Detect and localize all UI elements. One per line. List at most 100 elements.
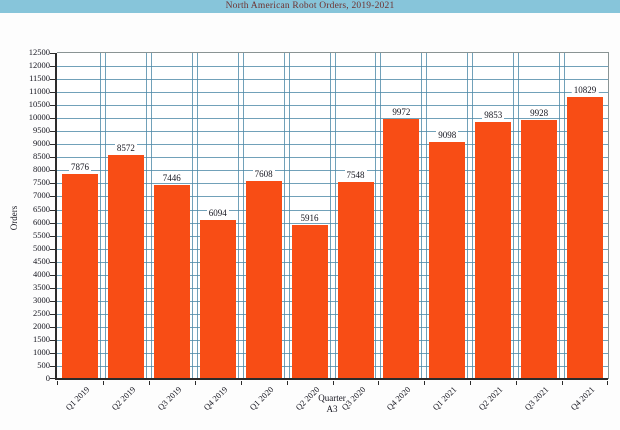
y-gridline (57, 157, 608, 159)
y-gridline (57, 66, 608, 67)
bar (199, 220, 236, 379)
y-tick-label: 11000 (29, 86, 50, 97)
y-tick-label: 8500 (33, 151, 50, 162)
x-gridline (99, 53, 101, 379)
x-gridline (242, 53, 244, 379)
bar (567, 96, 603, 379)
y-tick (50, 248, 55, 250)
y-tick-label: 0 (45, 373, 50, 383)
x-gridline (196, 53, 198, 379)
y-gridline (57, 313, 608, 315)
bar-value-label: 7876 (69, 161, 91, 172)
y-tick (50, 170, 55, 172)
x-tick (607, 381, 608, 385)
bar (62, 173, 98, 379)
y-tick (50, 287, 55, 289)
x-tick (332, 381, 334, 385)
y-gridline (57, 105, 608, 107)
x-axis-title: Quarter (318, 393, 346, 403)
y-gridline (57, 196, 608, 198)
bar (291, 224, 328, 379)
y-tick (50, 352, 55, 354)
y-tick (50, 378, 55, 379)
x-tick-label: Q3 2019 (155, 384, 184, 413)
x-gridline (472, 53, 474, 379)
y-tick (50, 118, 55, 120)
bar-value-label: 5916 (298, 212, 321, 223)
y-tick-label: 4500 (33, 255, 50, 266)
y-gridline (57, 144, 608, 146)
y-tick (50, 79, 55, 81)
x-tick-label: Q4 2021 (568, 384, 597, 413)
chart-title-bar: North American Robot Orders, 2019-2021 (0, 0, 620, 13)
y-tick (50, 92, 55, 94)
x-gridline (564, 53, 566, 379)
bar (153, 184, 190, 379)
x-gridline (421, 53, 423, 379)
x-tick (148, 381, 150, 385)
x-tick-label: Q1 2019 (63, 384, 92, 413)
y-gridline (57, 92, 608, 94)
y-tick (50, 196, 55, 198)
y-tick (50, 366, 55, 367)
x-tick (562, 381, 564, 385)
x-gridline (191, 53, 193, 379)
y-tick (50, 131, 55, 133)
y-tick (50, 66, 55, 67)
y-gridline (57, 300, 608, 302)
y-gridline (57, 326, 608, 328)
x-gridline (283, 53, 285, 379)
x-axis-subtitle: A3 (326, 404, 338, 414)
bar (245, 180, 282, 379)
x-tick-label: Q4 2019 (201, 384, 230, 413)
x-tick-label: Q1 2021 (430, 384, 459, 413)
y-axis-line (55, 53, 57, 379)
y-gridline (57, 352, 608, 354)
x-tick (102, 381, 104, 385)
y-tick (50, 300, 55, 302)
bar-value-label: 7548 (344, 170, 367, 181)
y-gridline (57, 248, 608, 250)
bar-value-label: 7608 (252, 168, 275, 179)
y-gridline (57, 274, 608, 276)
y-tick-label: 12500 (28, 47, 50, 57)
y-gridline (57, 366, 608, 367)
bar (107, 155, 144, 379)
x-tick (424, 381, 426, 385)
y-gridline (57, 79, 608, 81)
y-gridline (57, 131, 608, 133)
y-tick-label: 10000 (28, 112, 50, 123)
bar-value-label: 10829 (571, 84, 599, 95)
y-tick (50, 222, 55, 224)
y-tick-label: 6000 (33, 216, 50, 227)
plot-area: 7876 8572 7446 6094 7608 5916 7548 9972 9098 9853… (50, 52, 609, 412)
x-gridline (513, 53, 515, 379)
y-tick-label: 5500 (33, 229, 50, 240)
bar (475, 122, 512, 379)
x-gridline (104, 53, 106, 379)
x-gridline (150, 53, 152, 379)
x-axis-line (55, 378, 608, 380)
y-gridline (57, 183, 608, 185)
x-tick-label: Q2 2021 (476, 384, 505, 413)
y-tick-label: 10500 (28, 99, 50, 110)
x-tick-label: Q2 2020 (292, 384, 321, 413)
y-tick (50, 339, 55, 341)
x-tick (516, 381, 518, 385)
y-gridline (57, 287, 608, 289)
y-tick-label: 7500 (33, 177, 50, 188)
chart-title: North American Robot Orders, 2019-2021 (225, 1, 395, 11)
bar (429, 141, 466, 379)
y-tick-label: 1000 (33, 346, 50, 357)
y-tick-label: 9500 (33, 125, 50, 136)
x-tick (57, 381, 58, 385)
y-tick-label: 8000 (33, 164, 50, 175)
y-tick-label: 3000 (33, 294, 50, 305)
y-tick-label: 500 (37, 360, 50, 370)
bar-value-label: 6094 (206, 208, 229, 219)
bar-value-label: 8572 (114, 143, 137, 154)
y-axis-tick-labels: 0 500 1000 1500 2000 2500 3000 3500 4000 4500 5000… (0, 48, 50, 383)
y-tick (50, 274, 55, 276)
y-gridline (57, 118, 608, 120)
